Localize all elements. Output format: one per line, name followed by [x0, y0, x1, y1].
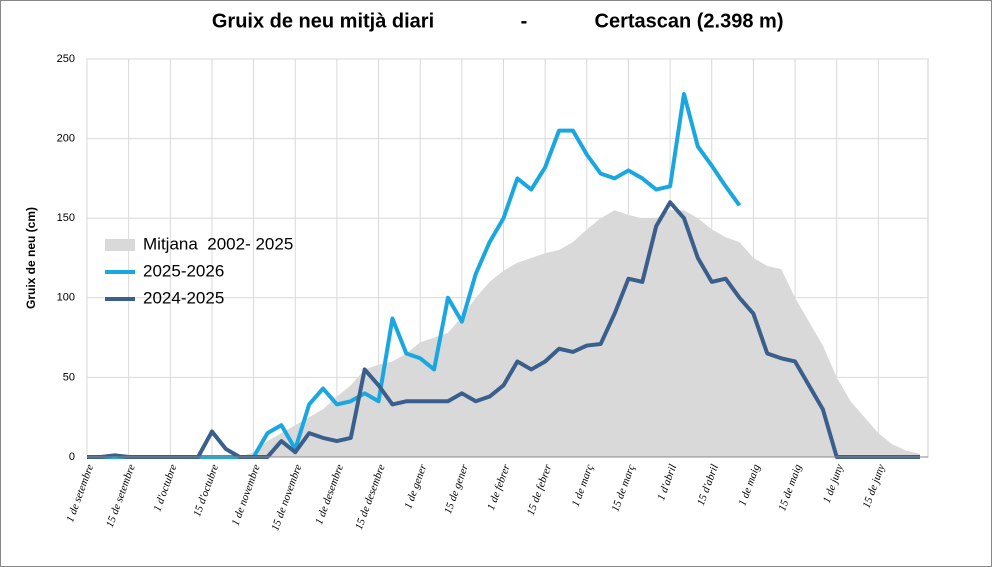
y-tick-label: 250 — [57, 53, 75, 65]
y-tick-label: 50 — [63, 371, 75, 383]
legend-label: Mitjana 2002- 2025 — [143, 234, 293, 253]
y-tick-label: 0 — [69, 451, 75, 463]
line — [87, 200, 920, 459]
legend-label: 2024-2025 — [143, 288, 224, 307]
y-axis-label: Gruix de neu (cm) — [24, 207, 38, 309]
legend-label: 2025-2026 — [143, 261, 224, 280]
y-tick-label: 150 — [57, 212, 75, 224]
area — [87, 210, 920, 457]
y-tick-label: 100 — [57, 292, 75, 304]
chart-title-separator: - — [521, 10, 528, 32]
chart-subtitle: Certascan (2.398 m) — [595, 10, 784, 32]
chart-title: Gruix de neu mitjà diari — [212, 10, 434, 32]
y-tick-label: 200 — [57, 133, 75, 145]
legend-swatch — [105, 239, 135, 251]
